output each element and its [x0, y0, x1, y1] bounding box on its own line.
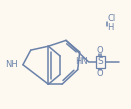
- Text: HN: HN: [75, 57, 88, 66]
- Text: O: O: [97, 46, 104, 55]
- Text: Cl: Cl: [107, 14, 115, 23]
- Text: NH: NH: [5, 60, 18, 69]
- Text: H: H: [107, 23, 113, 32]
- Text: O: O: [97, 69, 104, 78]
- Text: S: S: [97, 57, 103, 66]
